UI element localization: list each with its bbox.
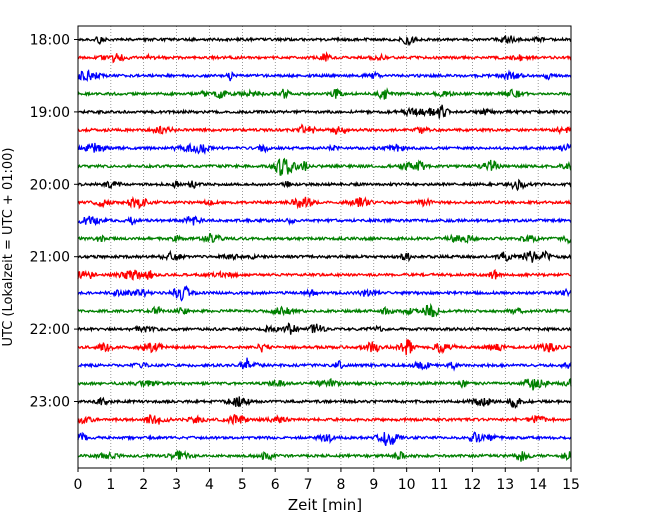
x-axis-label: Zeit [min] [288,496,362,514]
trace-row [77,123,572,136]
y-axis-label: UTC (Lokalzeit = UTC + 01:00) [1,148,16,347]
trace-row [77,157,572,176]
y-tick-label: 22:00 [30,322,70,338]
x-axis-ticks: 0 1 2 3 4 5 6 7 8 9 10 11 12 13 14 15 [74,468,580,493]
y-axis-ticks: 18:00 19:00 20:00 21:00 22:00 23:00 [30,33,78,411]
trace-row [77,50,572,64]
trace-row [77,35,572,47]
trace-row [77,178,572,192]
y-tick-label: 20:00 [30,177,70,193]
trace-row [77,357,572,372]
trace-row [77,413,572,426]
trace-row [77,233,572,245]
x-tick-label: 10 [398,477,416,493]
x-tick-label: 5 [238,477,247,493]
trace-row [77,431,572,446]
trace-row [77,302,572,318]
x-tick-label: 7 [304,477,313,493]
x-tick-label: 9 [369,477,378,493]
x-tick-label: 0 [74,477,83,493]
plot-frame [77,25,572,469]
x-tick-label: 13 [496,477,514,493]
x-tick-label: 1 [106,477,115,493]
trace-row [77,249,572,263]
trace-row [77,322,572,335]
y-tick-label: 18:00 [30,33,70,49]
x-tick-label: 15 [562,477,580,493]
x-tick-label: 11 [431,477,449,493]
x-tick-label: 2 [139,477,148,493]
trace-row [77,268,572,281]
x-tick-label: 4 [205,477,214,493]
trace-row [77,396,572,410]
x-tick-label: 14 [529,477,547,493]
trace-row [77,69,572,82]
x-tick-label: 6 [271,477,280,493]
trace-row [77,87,572,101]
trace-row [77,215,572,227]
trace-row [77,377,572,391]
x-tick-label: 3 [172,477,181,493]
trace-row [77,339,572,356]
seismic-traces [77,35,572,462]
x-tick-label: 12 [463,477,481,493]
trace-row [77,449,572,462]
trace-row [77,142,572,155]
trace-row [77,195,572,210]
y-tick-label: 19:00 [30,105,70,121]
x-tick-label: 8 [336,477,345,493]
trace-row [77,104,572,119]
y-tick-label: 23:00 [30,395,70,411]
y-tick-label: 21:00 [30,250,70,266]
trace-row [77,285,572,302]
